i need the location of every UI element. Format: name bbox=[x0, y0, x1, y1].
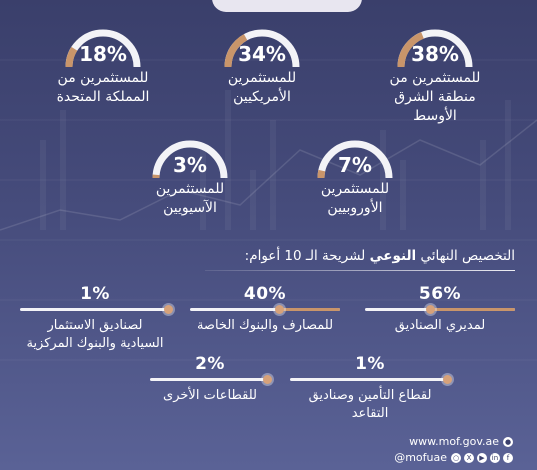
bar-knob bbox=[443, 375, 453, 384]
bar-track bbox=[365, 305, 515, 314]
gauge-track bbox=[317, 140, 393, 179]
gauge-percent: 34% bbox=[238, 42, 286, 66]
gauge-label-line: للمستثمرين bbox=[155, 181, 225, 197]
bar-percent: 56% bbox=[418, 284, 462, 304]
gauge-arc bbox=[224, 29, 300, 68]
bar-label-line: السيادية والبنوك المركزية bbox=[26, 336, 164, 351]
gauge-fill bbox=[317, 169, 326, 179]
bar-other-sectors: 2% للقطاعات الأخرى bbox=[150, 354, 272, 405]
gauge-label-line: منطقة الشرق bbox=[394, 89, 476, 105]
gauge-arc bbox=[65, 29, 141, 68]
globe-icon: ● bbox=[503, 437, 513, 447]
gauge-percent: 7% bbox=[338, 153, 372, 177]
top-banner bbox=[212, 0, 362, 12]
bar-banks: 40% للمصارف والبنوك الخاصة bbox=[190, 284, 340, 335]
bar-label-line: للقطاعات الأخرى bbox=[163, 388, 257, 403]
gauge-fill bbox=[65, 46, 78, 68]
linkedin-icon[interactable]: in bbox=[490, 453, 500, 463]
bar-knob bbox=[426, 305, 435, 314]
gauge-percent: 38% bbox=[411, 42, 459, 66]
bar-track bbox=[20, 305, 173, 314]
bar-knob bbox=[163, 305, 173, 314]
gauge-label: للمستثمرين الآسيويين bbox=[120, 180, 260, 218]
gauge-label-line: الآسيويين bbox=[163, 200, 217, 216]
footer-social-row: f in ▶ X ○ @mofuae bbox=[394, 450, 513, 466]
bar-track bbox=[290, 375, 453, 384]
gauge-track bbox=[152, 140, 228, 179]
bar-track bbox=[150, 375, 272, 384]
gauge-arc bbox=[152, 140, 228, 179]
gauge-label: للمستثمرين من منطقة الشرق الأوسط bbox=[365, 69, 505, 126]
bar-percent: 40% bbox=[243, 284, 287, 304]
bar-label-line: لصناديق الاستثمار bbox=[47, 318, 143, 333]
bar-fill bbox=[280, 308, 340, 311]
bar-fund-managers: 56% لمديري الصناديق bbox=[365, 284, 515, 335]
x-icon[interactable]: X bbox=[464, 453, 474, 463]
gauge-asians: 3% للمستثمرين الآسيويين bbox=[120, 136, 260, 218]
footer: ● www.mof.gov.ae f in ▶ X ○ @mofuae bbox=[394, 434, 513, 466]
bar-label: للقطاعات الأخرى bbox=[150, 387, 270, 405]
instagram-icon[interactable]: ○ bbox=[451, 453, 461, 463]
bar-label: لمديري الصناديق bbox=[365, 317, 515, 335]
footer-website-row: ● www.mof.gov.ae bbox=[394, 434, 513, 450]
bar-label-line: لمديري الصناديق bbox=[394, 318, 486, 333]
bar-label: لقطاع التأمين وصناديق التقاعد bbox=[290, 387, 450, 423]
bar-label-line: لقطاع التأمين وصناديق التقاعد bbox=[308, 388, 432, 421]
bar-fill bbox=[431, 308, 515, 311]
gauge-label-line: الأوسط bbox=[413, 108, 457, 124]
gauge-label-line: المملكة المتحدة bbox=[56, 89, 150, 105]
gauge-percent: 3% bbox=[173, 153, 207, 177]
gauge-arc bbox=[317, 140, 393, 179]
gauge-percent: 18% bbox=[79, 42, 127, 66]
facebook-icon[interactable]: f bbox=[503, 453, 513, 463]
bar-label: لصناديق الاستثمار السيادية والبنوك المرك… bbox=[20, 317, 170, 353]
website-link[interactable]: www.mof.gov.ae bbox=[409, 435, 499, 448]
bar-sovereign-funds: 1% لصناديق الاستثمار السيادية والبنوك ال… bbox=[20, 284, 173, 353]
section-title: التخصيص النهائي النوعي لشريحة الـ 10 أعو… bbox=[205, 244, 515, 271]
bar-label-line: للمصارف والبنوك الخاصة bbox=[196, 318, 334, 333]
bar-percent: 2% bbox=[195, 354, 225, 374]
bar-percent: 1% bbox=[80, 284, 110, 304]
section-title-after: لشريحة الـ 10 أعوام: bbox=[244, 248, 370, 264]
gauge-label: للمستثمرين من المملكة المتحدة bbox=[33, 69, 173, 107]
gauge-europeans: 7% للمستثمرين الأوروبيين bbox=[285, 136, 425, 218]
gauge-label-line: الأوروبيين bbox=[327, 200, 383, 216]
gauge-label-line: للمستثمرين bbox=[320, 181, 390, 197]
social-icons: f in ▶ X ○ bbox=[451, 453, 513, 463]
bar-knob bbox=[275, 305, 284, 314]
section-divider bbox=[205, 270, 515, 271]
youtube-icon[interactable]: ▶ bbox=[477, 453, 487, 463]
bar-knob bbox=[262, 375, 272, 384]
gauge-uk: 18% للمستثمرين من المملكة المتحدة bbox=[33, 25, 173, 107]
gauge-middle-east: 38% للمستثمرين من منطقة الشرق الأوسط bbox=[365, 25, 505, 126]
bar-insurance-pension: 1% لقطاع التأمين وصناديق التقاعد bbox=[290, 354, 453, 423]
gauge-label-line: للمستثمرين من bbox=[389, 70, 481, 86]
bar-track bbox=[190, 305, 340, 314]
section-title-bold: النوعي bbox=[369, 248, 417, 264]
bar-label: للمصارف والبنوك الخاصة bbox=[190, 317, 340, 335]
gauge-fill bbox=[224, 34, 248, 68]
social-handle[interactable]: @mofuae bbox=[394, 451, 447, 464]
gauge-label: للمستثمرين الأمريكيين bbox=[192, 69, 332, 107]
bar-percent: 1% bbox=[355, 354, 385, 374]
gauge-label-line: للمستثمرين من bbox=[57, 70, 149, 86]
gauge-label-line: الأمريكيين bbox=[233, 89, 291, 105]
gauge-label: للمستثمرين الأوروبيين bbox=[285, 180, 425, 218]
gauge-arc bbox=[397, 29, 473, 68]
section-title-before: التخصيص النهائي bbox=[416, 248, 515, 264]
gauge-label-line: للمستثمرين bbox=[227, 70, 297, 86]
gauge-fill bbox=[397, 32, 424, 68]
gauge-americans: 34% للمستثمرين الأمريكيين bbox=[192, 25, 332, 107]
